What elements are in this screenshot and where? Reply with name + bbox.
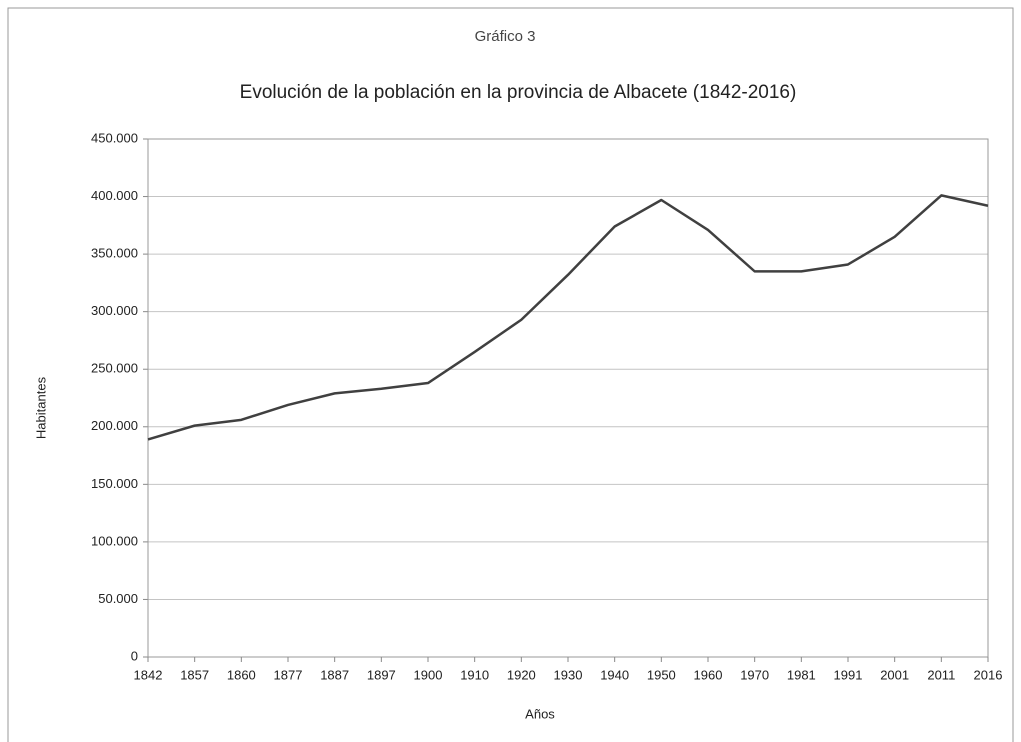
x-tick-label: 1940 — [600, 667, 629, 682]
chart-title: Evolución de la población en la provinci… — [240, 82, 797, 103]
line-series — [147, 194, 989, 441]
y-tick-label: 350.000 — [91, 246, 138, 261]
x-tick-label: 1897 — [367, 667, 396, 682]
x-tick-label: 1887 — [320, 667, 349, 682]
y-tick-label: 200.000 — [91, 418, 138, 433]
y-tick-label: 50.000 — [98, 591, 138, 606]
x-tick-label: 1970 — [740, 667, 769, 682]
x-tick-label: 1910 — [460, 667, 489, 682]
y-tick-label: 450.000 — [91, 130, 138, 145]
x-tick-label: 2011 — [927, 667, 955, 682]
y-tick-label: 150.000 — [91, 476, 138, 491]
x-tick-label: 1857 — [180, 667, 209, 682]
y-tick-label: 300.000 — [91, 303, 138, 318]
x-axis-label: Años — [525, 706, 555, 721]
x-tick-label: 2016 — [974, 667, 1003, 682]
x-tick-label: 1991 — [834, 667, 863, 682]
x-tick-label: 1860 — [227, 667, 256, 682]
x-tick-label: 1950 — [647, 667, 676, 682]
x-tick-label: 1930 — [554, 667, 583, 682]
y-axis-label: Habitantes — [33, 376, 48, 439]
frame — [7, 7, 1014, 742]
chart-subtitle: Gráfico 3 — [475, 28, 536, 45]
x-tick-label: 1960 — [694, 667, 723, 682]
x-tick-label: 1981 — [787, 667, 816, 682]
x-tick-label: 1842 — [134, 667, 163, 682]
y-tick-label: 0 — [131, 648, 138, 663]
y-tick-label: 400.000 — [91, 188, 138, 203]
x-tick-label: 1900 — [414, 667, 443, 682]
x-tick-label: 2001 — [880, 667, 909, 682]
y-tick-label: 250.000 — [91, 361, 138, 376]
x-tick-label: 1877 — [274, 667, 303, 682]
x-tick-label: 1920 — [507, 667, 536, 682]
y-tick-label: 100.000 — [91, 533, 138, 548]
plot-border — [147, 138, 989, 658]
